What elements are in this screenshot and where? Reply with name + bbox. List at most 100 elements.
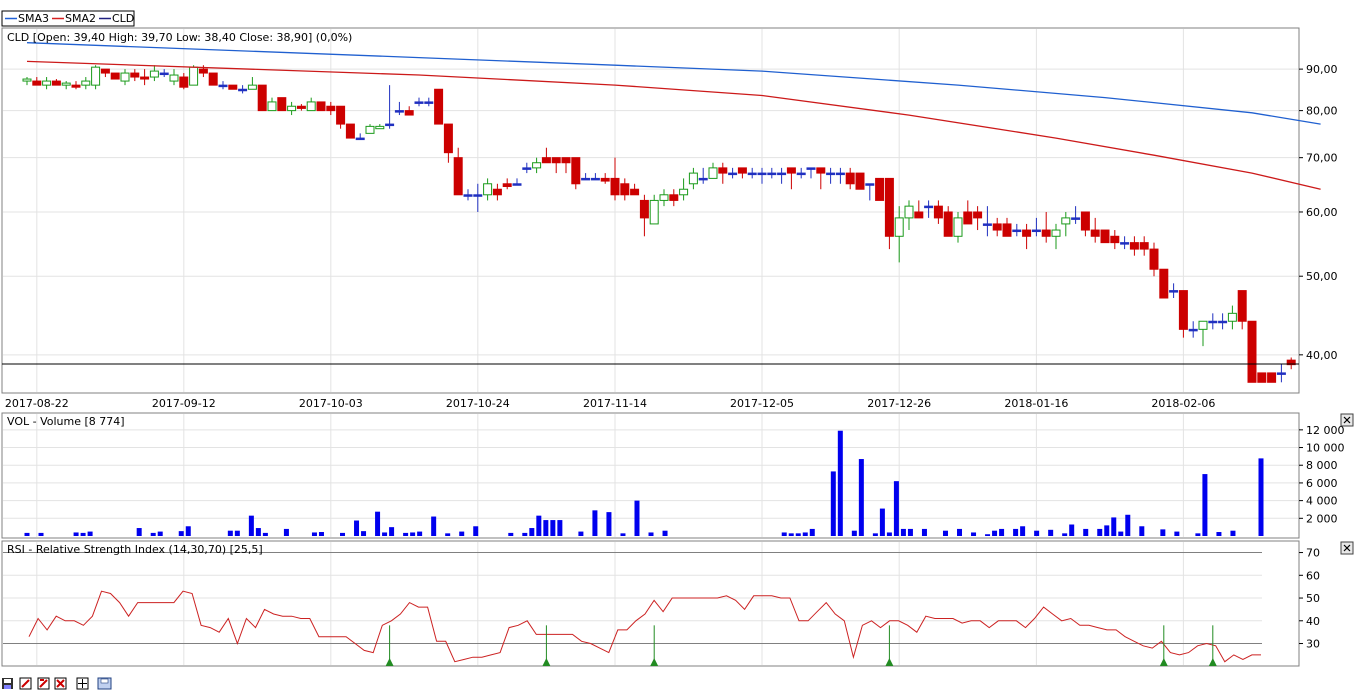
price-info-label: CLD [Open: 39,40 High: 39,70 Low: 38,40 … — [7, 31, 352, 44]
volume-bar — [73, 532, 79, 536]
candle-body — [639, 199, 649, 219]
crosshair-icon[interactable] — [76, 677, 89, 690]
volume-bar — [907, 528, 913, 536]
candle-body — [786, 167, 796, 174]
volume-bar — [227, 530, 233, 536]
rsi-y-tick-label: 50 — [1306, 592, 1320, 605]
candle-body — [865, 183, 875, 186]
candle-body — [845, 172, 855, 185]
candle-body — [473, 194, 483, 197]
candle-body — [1227, 312, 1237, 322]
rsi-signal-arrows — [385, 625, 1217, 666]
candle-body — [51, 80, 61, 86]
volume-gridlines — [3, 414, 1298, 537]
save-icon[interactable] — [2, 678, 13, 689]
fit-icon[interactable] — [54, 677, 67, 690]
volume-bar — [354, 520, 360, 536]
sma3-line — [26, 42, 1321, 125]
candle-body — [777, 172, 787, 176]
candle-body — [600, 177, 610, 182]
rsi-panel[interactable]: 70 60 50 40 30 RSI - Relative Strength Index… — [1, 540, 1354, 667]
candle-body — [796, 172, 806, 176]
rsi-close-icon[interactable] — [1340, 541, 1354, 555]
volume-bar — [557, 520, 563, 536]
volume-bar — [578, 531, 584, 536]
legend-sma3-label: SMA3 — [18, 12, 49, 25]
volume-bar — [1083, 528, 1089, 536]
volume-bar — [1104, 525, 1110, 536]
volume-panel[interactable]: 2 000 4 000 6 000 8 000 10 000 12 000 VOL - V… — [1, 412, 1354, 539]
volume-bar — [459, 531, 465, 536]
candle-body — [1100, 229, 1110, 244]
candle-body — [679, 188, 689, 196]
candle-body — [385, 123, 395, 127]
rsi-signal-arrow-icon — [885, 658, 894, 666]
print-icon[interactable] — [97, 677, 112, 690]
volume-bar — [311, 532, 317, 536]
volume-y-tick-label: 4 000 — [1306, 495, 1338, 508]
candle-body — [208, 72, 218, 86]
candle-body — [590, 177, 600, 181]
candle-body — [71, 84, 81, 88]
rsi-panel-frame — [1, 540, 1300, 667]
candle-body — [541, 157, 551, 164]
candle-body — [463, 194, 473, 197]
volume-close-icon[interactable] — [1340, 413, 1354, 427]
candle-body — [1041, 229, 1051, 237]
date-tick-label: 2017-12-05 — [730, 397, 794, 410]
candle-body — [404, 110, 414, 116]
volume-bar — [1216, 532, 1222, 536]
candle-body — [688, 172, 698, 185]
volume-bar — [662, 530, 668, 536]
price-panel[interactable]: 90,00 80,00 70,00 60,00 50,00 40,00 CLD [Open… — [1, 27, 1338, 394]
candle-body — [375, 125, 385, 130]
volume-bar — [262, 532, 268, 536]
candle-body — [532, 162, 542, 169]
rsi-signal-arrow-icon — [650, 658, 659, 666]
sma2-line — [26, 60, 1321, 190]
volume-bar — [248, 515, 254, 536]
candle-body — [1276, 372, 1286, 375]
candle-body — [306, 101, 316, 112]
volume-bar — [1062, 533, 1068, 536]
volume-bar — [403, 532, 409, 536]
candle-body — [394, 110, 404, 113]
candle-body — [91, 66, 101, 86]
candle-body — [698, 177, 708, 181]
candle-body — [149, 70, 159, 78]
volume-bar — [382, 532, 388, 536]
rsi-signal-arrow-icon — [542, 658, 551, 666]
volume-bar — [1230, 530, 1236, 536]
volume-bar — [592, 510, 598, 536]
volume-bar — [178, 531, 184, 536]
volume-bar — [1020, 526, 1026, 536]
rsi-panel-title: RSI - Relative Strength Index (14,30,70)… — [7, 543, 263, 556]
volume-bar — [921, 528, 927, 536]
volume-y-tick-label: 10 000 — [1306, 442, 1345, 455]
price-y-tick-label: 70,00 — [1306, 152, 1338, 165]
volume-bar — [234, 530, 240, 536]
zoom-out-icon[interactable] — [19, 677, 32, 690]
volume-bar — [781, 532, 787, 536]
price-y-tick-label: 80,00 — [1306, 105, 1338, 118]
candle-body — [1080, 211, 1090, 231]
candle-body — [1267, 372, 1277, 383]
candle-body — [875, 177, 885, 201]
candle-body — [816, 167, 826, 174]
volume-bar — [417, 531, 423, 536]
volume-bar — [150, 532, 156, 536]
zoom-in-icon[interactable] — [37, 677, 50, 690]
candle-body — [933, 205, 943, 219]
volume-bar — [830, 471, 836, 536]
date-tick-label: 2017-10-03 — [299, 397, 363, 410]
candle-body — [914, 211, 924, 219]
rsi-line — [28, 590, 1261, 663]
volume-panel-frame — [1, 412, 1300, 539]
candle-body — [257, 84, 267, 112]
candle-body — [169, 74, 179, 82]
candle-body — [1012, 229, 1022, 233]
date-tick-label: 2017-10-24 — [446, 397, 510, 410]
volume-bar — [957, 528, 963, 536]
volume-bar — [886, 532, 892, 536]
